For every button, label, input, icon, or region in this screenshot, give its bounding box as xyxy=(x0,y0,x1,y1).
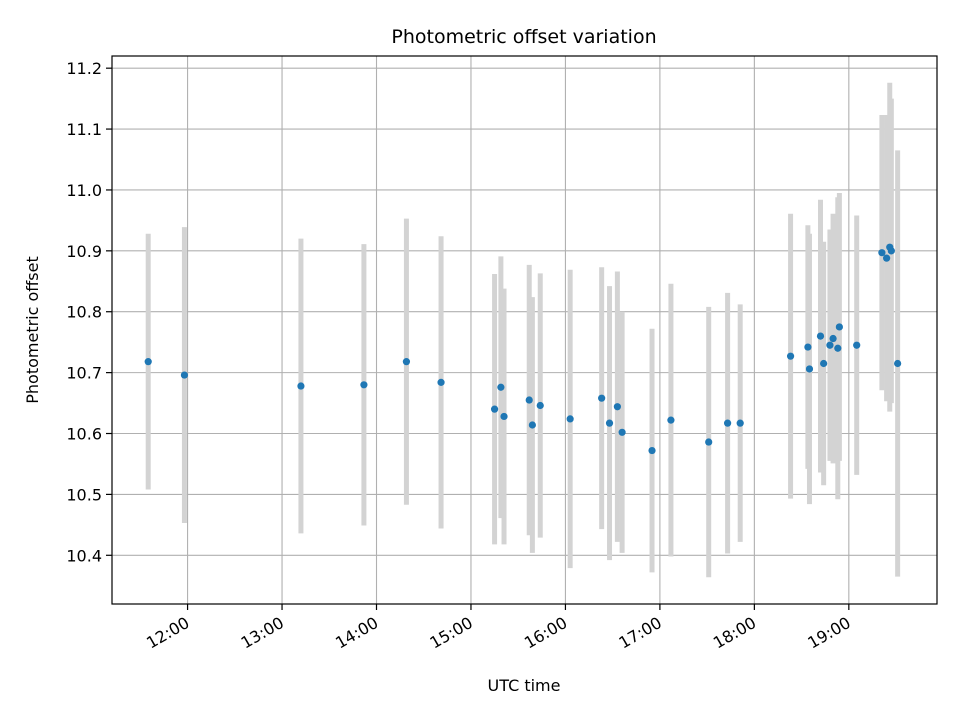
data-point xyxy=(144,358,152,366)
data-point xyxy=(525,396,533,404)
error-bars xyxy=(145,82,901,578)
data-point xyxy=(705,438,713,446)
data-point xyxy=(894,359,902,368)
data-point xyxy=(437,378,445,386)
data-point xyxy=(402,358,411,366)
data-point xyxy=(360,381,368,389)
grid xyxy=(112,56,937,604)
y-tick-label: 10.5 xyxy=(66,485,102,504)
data-point xyxy=(500,412,508,421)
data-point xyxy=(883,254,891,262)
x-axis-ticks: 12:00 13:00 14:00 15:00 16:00 17:00 18:00 19:00 xyxy=(143,604,854,653)
x-tick-label: 16:00 xyxy=(521,613,570,653)
y-tick-label: 10.8 xyxy=(66,303,102,322)
data-point xyxy=(878,249,886,257)
x-tick-label: 15:00 xyxy=(427,613,476,653)
data-point xyxy=(667,416,675,424)
x-axis-title: UTC time xyxy=(488,676,561,695)
data-point xyxy=(297,382,305,390)
y-tick-label: 11.2 xyxy=(66,59,102,78)
y-tick-label: 11.1 xyxy=(66,120,102,139)
data-point xyxy=(829,334,837,343)
y-tick-label: 10.4 xyxy=(66,546,102,565)
data-point xyxy=(605,419,614,427)
data-points xyxy=(144,243,902,455)
data-point xyxy=(786,352,795,360)
chart-title: Photometric offset variation xyxy=(391,26,656,48)
data-point xyxy=(816,332,825,340)
data-point xyxy=(887,247,895,255)
y-tick-label: 10.7 xyxy=(66,364,102,383)
x-tick-label: 14:00 xyxy=(332,613,381,653)
y-tick-label: 11.0 xyxy=(66,181,102,200)
x-tick-label: 12:00 xyxy=(143,613,192,653)
data-point xyxy=(618,428,626,436)
data-point xyxy=(180,371,189,379)
plot-area-frame xyxy=(111,55,938,605)
data-point xyxy=(490,405,499,413)
x-tick-label: 17:00 xyxy=(615,613,664,653)
x-tick-label: 19:00 xyxy=(804,613,853,653)
data-point xyxy=(826,341,834,349)
data-point xyxy=(736,419,744,427)
y-axis-ticks: 10.4 10.5 10.6 10.7 10.8 10.9 11.0 11.1 11.2 xyxy=(66,59,112,565)
data-point xyxy=(598,394,606,402)
data-point xyxy=(648,446,656,455)
data-point xyxy=(805,365,814,373)
data-point xyxy=(820,359,828,368)
data-point xyxy=(834,344,842,352)
data-point xyxy=(835,323,843,331)
y-tick-label: 10.6 xyxy=(66,425,102,444)
data-point xyxy=(497,383,505,391)
data-point xyxy=(528,421,536,429)
data-point xyxy=(804,343,812,351)
y-tick-label: 10.9 xyxy=(66,242,102,261)
data-point xyxy=(724,419,732,427)
data-point xyxy=(536,401,544,410)
x-tick-label: 13:00 xyxy=(238,613,287,653)
y-axis-title: Photometric offset xyxy=(23,256,42,404)
x-tick-label: 18:00 xyxy=(710,613,759,653)
data-point xyxy=(566,415,574,423)
data-point xyxy=(853,341,861,349)
data-point xyxy=(613,403,621,411)
